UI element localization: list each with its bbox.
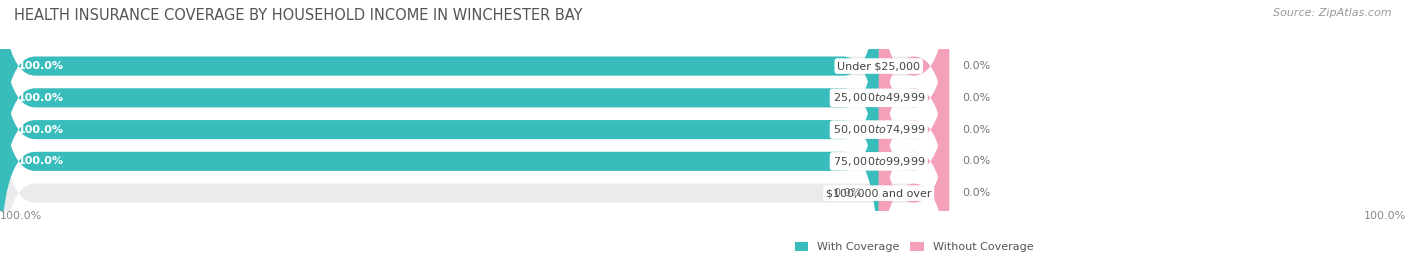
Text: $25,000 to $49,999: $25,000 to $49,999 [832,91,925,104]
FancyBboxPatch shape [0,0,879,215]
FancyBboxPatch shape [0,12,879,247]
Text: 0.0%: 0.0% [962,156,990,166]
Text: Source: ZipAtlas.com: Source: ZipAtlas.com [1274,8,1392,18]
FancyBboxPatch shape [0,0,949,215]
Text: $75,000 to $99,999: $75,000 to $99,999 [832,155,925,168]
Text: 100.0%: 100.0% [0,211,42,221]
FancyBboxPatch shape [879,0,949,215]
Text: 0.0%: 0.0% [832,188,860,198]
FancyBboxPatch shape [879,0,949,184]
Text: 100.0%: 100.0% [18,124,63,135]
FancyBboxPatch shape [879,76,949,270]
Text: $100,000 and over: $100,000 and over [825,188,932,198]
FancyBboxPatch shape [0,44,949,270]
FancyBboxPatch shape [0,0,949,184]
FancyBboxPatch shape [879,12,949,247]
Text: 100.0%: 100.0% [18,93,63,103]
Text: 100.0%: 100.0% [18,61,63,71]
Legend: With Coverage, Without Coverage: With Coverage, Without Coverage [790,238,1038,257]
Text: Under $25,000: Under $25,000 [837,61,921,71]
Text: HEALTH INSURANCE COVERAGE BY HOUSEHOLD INCOME IN WINCHESTER BAY: HEALTH INSURANCE COVERAGE BY HOUSEHOLD I… [14,8,582,23]
Text: $50,000 to $74,999: $50,000 to $74,999 [832,123,925,136]
FancyBboxPatch shape [0,0,879,184]
Text: 100.0%: 100.0% [1364,211,1406,221]
Text: 0.0%: 0.0% [962,93,990,103]
Text: 0.0%: 0.0% [962,124,990,135]
Text: 0.0%: 0.0% [962,188,990,198]
FancyBboxPatch shape [0,12,949,247]
Text: 0.0%: 0.0% [962,61,990,71]
FancyBboxPatch shape [879,44,949,270]
Text: 100.0%: 100.0% [18,156,63,166]
FancyBboxPatch shape [0,76,949,270]
FancyBboxPatch shape [0,44,879,270]
